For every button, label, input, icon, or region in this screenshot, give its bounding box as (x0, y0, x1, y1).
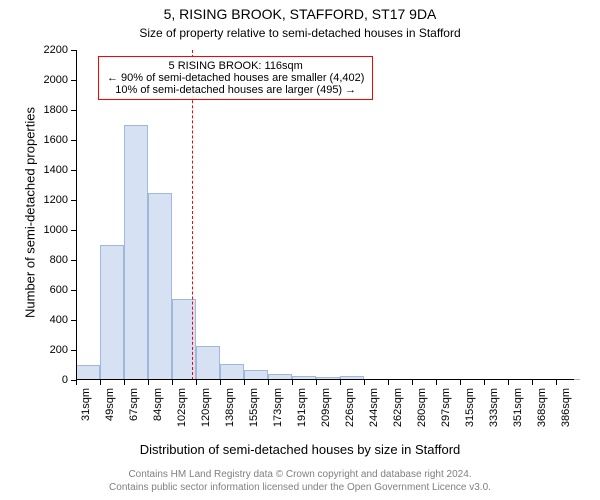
y-tick (71, 50, 76, 51)
y-tick (71, 320, 76, 321)
y-tick (71, 110, 76, 111)
y-tick (71, 350, 76, 351)
x-tick (556, 380, 557, 385)
x-tick (172, 380, 173, 385)
footnote-line-1: Contains HM Land Registry data © Crown c… (0, 468, 600, 481)
x-axis-label: Distribution of semi-detached houses by … (0, 442, 600, 457)
x-tick (412, 380, 413, 385)
histogram-bar (220, 364, 244, 381)
x-tick (460, 380, 461, 385)
x-tick-label: 244sqm (368, 388, 380, 427)
x-tick (196, 380, 197, 385)
x-tick-label: 31sqm (80, 388, 92, 421)
x-tick (148, 380, 149, 385)
x-tick (220, 380, 221, 385)
x-tick (244, 380, 245, 385)
x-tick-label: 173sqm (272, 388, 284, 427)
histogram-bar (124, 125, 148, 380)
x-tick-label: 368sqm (536, 388, 548, 427)
chart-title-main: 5, RISING BROOK, STAFFORD, ST17 9DA (0, 6, 600, 22)
x-tick-label: 297sqm (440, 388, 452, 427)
chart-container: { "title_main": "5, RISING BROOK, STAFFO… (0, 0, 600, 500)
x-tick (292, 380, 293, 385)
x-tick-label: 67sqm (128, 388, 140, 421)
x-tick-label: 191sqm (296, 388, 308, 427)
histogram-bar (196, 346, 220, 381)
info-box: 5 RISING BROOK: 116sqm ← 90% of semi-det… (98, 56, 373, 100)
y-axis (76, 50, 77, 380)
x-tick-label: 262sqm (392, 388, 404, 427)
x-tick-label: 315sqm (464, 388, 476, 427)
x-tick (436, 380, 437, 385)
x-tick-label: 120sqm (200, 388, 212, 427)
x-tick (316, 380, 317, 385)
x-tick (76, 380, 77, 385)
x-tick (484, 380, 485, 385)
footnote: Contains HM Land Registry data © Crown c… (0, 468, 600, 494)
chart-title-sub: Size of property relative to semi-detach… (0, 26, 600, 40)
x-tick (388, 380, 389, 385)
x-axis (76, 379, 574, 380)
histogram-bar (76, 365, 100, 380)
x-tick (340, 380, 341, 385)
x-tick-label: 155sqm (248, 388, 260, 427)
x-tick-label: 351sqm (512, 388, 524, 427)
x-tick (124, 380, 125, 385)
y-tick (71, 80, 76, 81)
x-tick-label: 280sqm (416, 388, 428, 427)
x-tick (268, 380, 269, 385)
y-tick (71, 290, 76, 291)
info-line-1: 5 RISING BROOK: 116sqm (107, 60, 364, 72)
plot-area: 5 RISING BROOK: 116sqm ← 90% of semi-det… (76, 50, 574, 380)
x-tick (508, 380, 509, 385)
x-tick-label: 226sqm (344, 388, 356, 427)
x-tick (364, 380, 365, 385)
x-tick-label: 49sqm (104, 388, 116, 421)
x-tick-label: 333sqm (488, 388, 500, 427)
x-tick-label: 84sqm (152, 388, 164, 421)
footnote-line-2: Contains public sector information licen… (0, 481, 600, 494)
histogram-bar (148, 193, 172, 381)
y-tick-label: 0 (28, 374, 68, 386)
y-tick (71, 260, 76, 261)
y-tick (71, 230, 76, 231)
x-tick-label: 102sqm (176, 388, 188, 427)
info-line-3: 10% of semi-detached houses are larger (… (107, 84, 364, 96)
y-tick (71, 200, 76, 201)
x-tick-label: 386sqm (560, 388, 572, 427)
x-tick-label: 138sqm (224, 388, 236, 427)
y-tick (71, 140, 76, 141)
histogram-bar (100, 245, 124, 380)
info-line-2: ← 90% of semi-detached houses are smalle… (107, 72, 364, 84)
y-axis-label: Number of semi-detached properties (23, 53, 38, 373)
x-tick (532, 380, 533, 385)
x-tick-label: 209sqm (320, 388, 332, 427)
x-tick (100, 380, 101, 385)
y-tick (71, 170, 76, 171)
